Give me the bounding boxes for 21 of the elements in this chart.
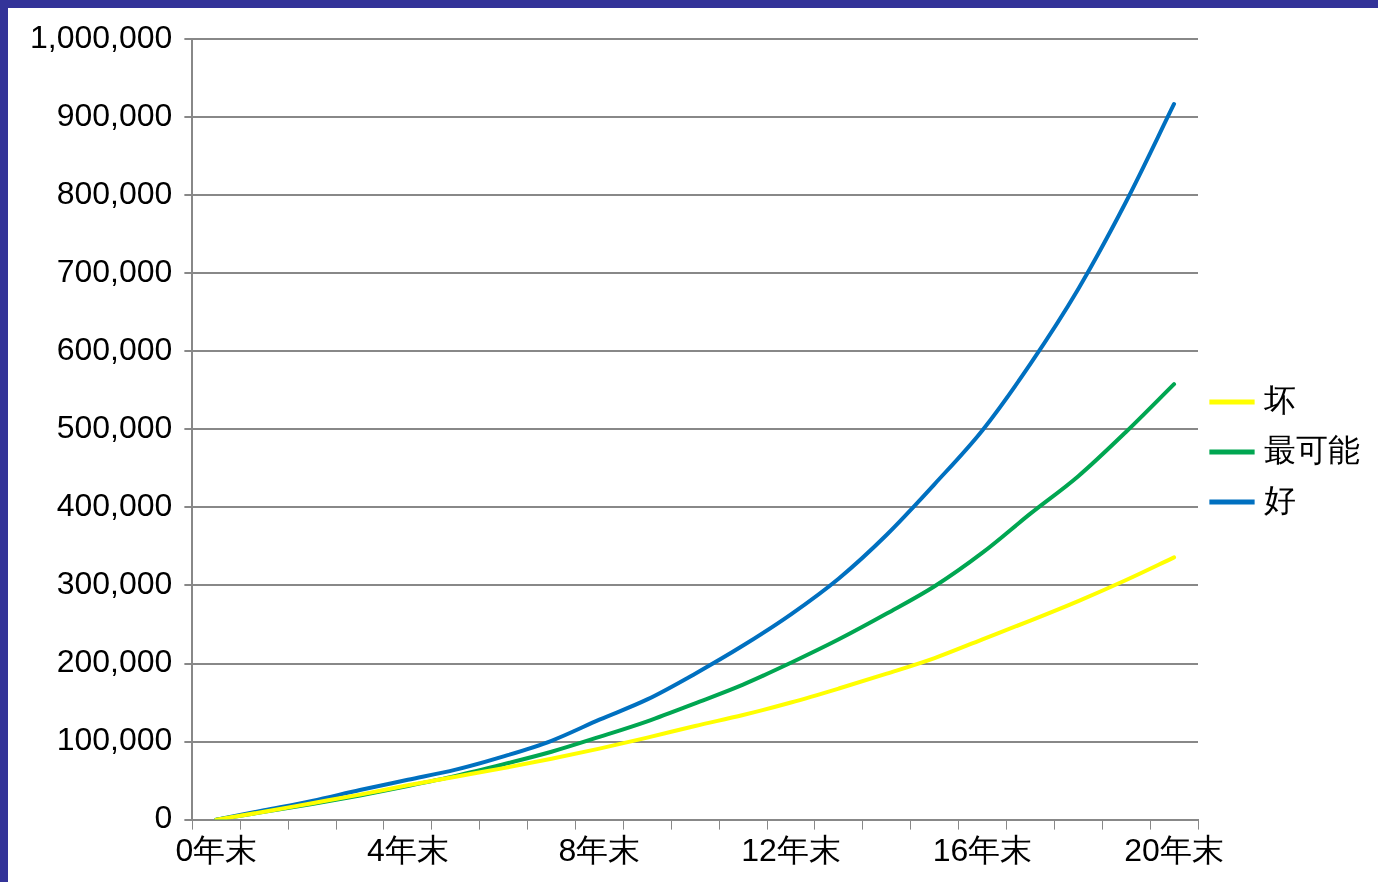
x-tick-label: 12年末 (741, 831, 841, 868)
line-series (214, 555, 1177, 820)
y-tick-label: 200,000 (56, 643, 173, 680)
y-tick-label: 700,000 (56, 253, 173, 290)
legend-label: 坏 (1263, 381, 1296, 418)
y-tick-label: 600,000 (56, 331, 173, 368)
y-tick-label: 0 (154, 799, 173, 836)
y-tick-label: 400,000 (56, 487, 173, 524)
x-tick-label: 8年末 (558, 831, 641, 868)
y-tick-label: 300,000 (56, 565, 173, 602)
x-tick-label: 20年末 (1124, 831, 1224, 868)
x-tick-label: 4年末 (366, 831, 449, 868)
y-tick-label: 800,000 (56, 175, 173, 212)
legend-label: 好 (1264, 481, 1296, 518)
x-tick-label: 16年末 (932, 831, 1033, 868)
y-tick-label: 500,000 (56, 409, 173, 446)
y-tick-label: 100,000 (56, 721, 173, 758)
y-tick-label: 1,000,000 (30, 19, 173, 56)
legend-label: 最可能 (1264, 431, 1360, 468)
x-tick-label: 0年末 (175, 831, 258, 868)
y-tick-label: 900,000 (56, 97, 173, 134)
